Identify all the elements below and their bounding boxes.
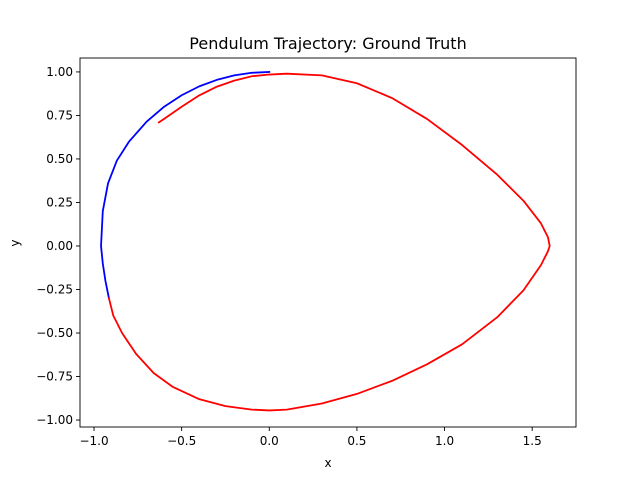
y-tick-label: 0.25 — [46, 195, 73, 209]
y-tick-label: −0.75 — [36, 370, 73, 384]
y-tick-label: 0.50 — [46, 152, 73, 166]
x-tick-label: 1.0 — [435, 434, 454, 448]
chart-title: Pendulum Trajectory: Ground Truth — [189, 34, 466, 53]
series-line-2 — [107, 72, 551, 412]
x-tick-label: −1.0 — [79, 434, 108, 448]
y-axis-label: y — [8, 239, 22, 246]
y-tick-label: −0.50 — [36, 326, 73, 340]
x-tick-label: 0.0 — [260, 434, 279, 448]
series-line-1 — [100, 70, 271, 300]
y-tick-label: 0.75 — [46, 108, 73, 122]
x-tick-label: 0.5 — [347, 434, 366, 448]
x-axis-label: x — [324, 456, 331, 470]
x-tick-label: −0.5 — [167, 434, 196, 448]
x-tick-label: 1.5 — [523, 434, 542, 448]
axes-frame — [79, 57, 577, 428]
y-tick-label: −0.25 — [36, 282, 73, 296]
y-tick-label: 0.00 — [46, 239, 73, 253]
y-tick-label: 1.00 — [46, 65, 73, 79]
y-tick-label: −1.00 — [36, 413, 73, 427]
plot-area: −1.0 −0.5 0.0 0.5 1.0 1.5 −1.00 −0.75 −0.50 −0.25… — [36, 57, 577, 448]
